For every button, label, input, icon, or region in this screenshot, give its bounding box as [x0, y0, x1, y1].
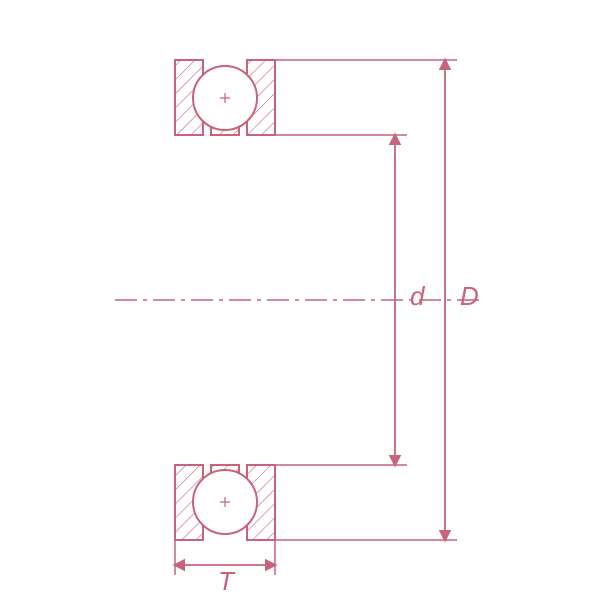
bearing-diagram: Dd T: [0, 0, 600, 600]
dim-label-T: T: [218, 566, 236, 596]
dim-label-d: d: [410, 281, 426, 311]
dim-label-D: D: [460, 281, 479, 311]
